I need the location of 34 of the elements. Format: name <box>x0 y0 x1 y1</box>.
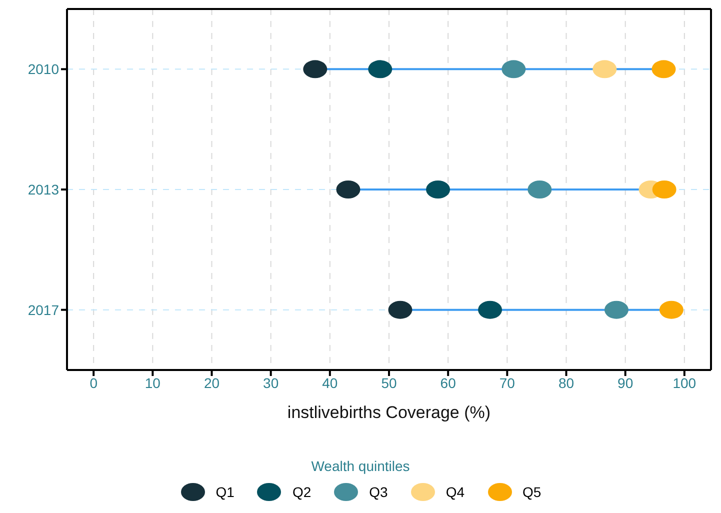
x-tick-label: 100 <box>672 374 696 391</box>
point <box>652 60 676 78</box>
point <box>478 300 502 319</box>
y-tick-label: 2017 <box>28 302 60 318</box>
x-tick-label: 0 <box>90 374 98 391</box>
point <box>336 180 360 198</box>
x-tick-label: 80 <box>558 374 574 391</box>
legend-label: Q1 <box>216 484 234 500</box>
point <box>388 300 412 319</box>
x-tick-label: 90 <box>618 374 634 391</box>
x-tick-label: 40 <box>322 374 338 391</box>
legend-label: Q5 <box>522 484 542 500</box>
point <box>659 300 684 319</box>
x-tick-label: 10 <box>144 374 161 391</box>
x-tick-label: 20 <box>204 374 220 391</box>
point <box>652 180 676 198</box>
point <box>303 60 328 78</box>
point <box>604 300 628 319</box>
x-axis-title: instlivebirths Coverage (%) <box>287 403 491 422</box>
point <box>368 60 392 78</box>
legend-label: Q4 <box>446 484 465 500</box>
point <box>592 60 617 78</box>
legend-title: Wealth quintiles <box>310 458 411 474</box>
point <box>502 60 526 78</box>
legend-label: Q2 <box>292 484 312 500</box>
x-tick-label: 30 <box>263 374 279 391</box>
x-tick-label: 70 <box>499 374 516 391</box>
y-tick-label: 2013 <box>28 181 60 198</box>
point <box>528 180 552 198</box>
x-tick-label: 50 <box>381 374 397 391</box>
y-tick-label: 2010 <box>28 61 60 78</box>
legend-label: Q3 <box>369 484 388 500</box>
point <box>426 180 450 198</box>
x-tick-label: 60 <box>440 374 456 391</box>
